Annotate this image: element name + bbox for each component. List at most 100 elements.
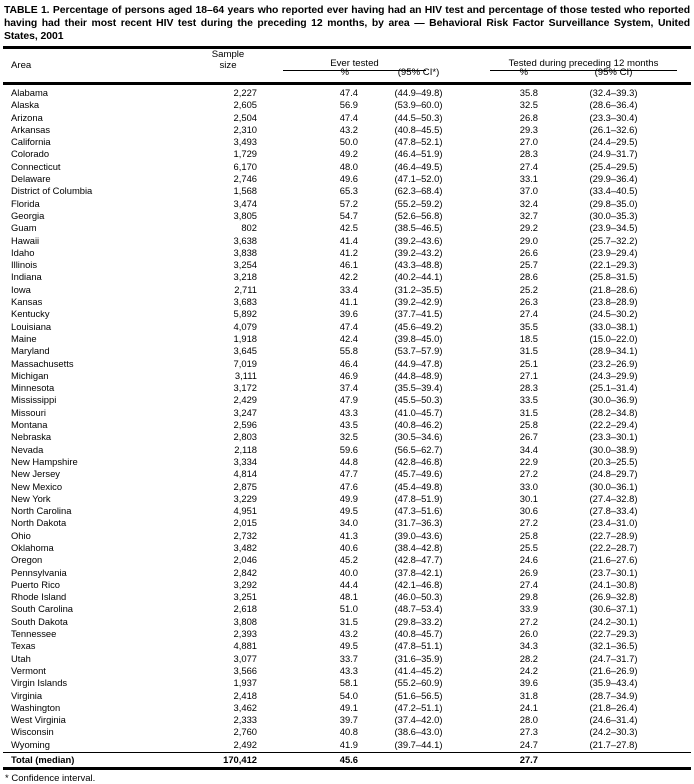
recent-ci-cell: (23.3–30.1): [589, 431, 638, 443]
table-row: Ohio 2,732 41.3 (39.0–43.6) 25.8 (22.7–28.9): [3, 530, 691, 542]
area-cell: Kentucky: [11, 308, 50, 320]
area-cell: Virginia: [11, 689, 43, 701]
recent-pct-cell: 26.0: [519, 628, 538, 640]
area-cell: North Carolina: [11, 505, 72, 517]
bottom-rule: [3, 767, 691, 771]
ever-pct-cell: 32.5: [339, 431, 358, 443]
area-cell: Ohio: [11, 529, 31, 541]
ever-ci-cell: (29.8–33.2): [394, 615, 443, 627]
ever-ci-cell: (44.8–48.9): [394, 369, 443, 381]
recent-pct-cell: 30.1: [519, 492, 538, 504]
table-row: West Virginia 2,333 39.7 (37.4–42.0) 28.0 (24…: [3, 714, 691, 726]
ever-ci-cell: (46.4–51.9): [394, 148, 443, 160]
sample-cell: 2,310: [233, 123, 257, 135]
title-rule: [3, 46, 691, 49]
ever-pct-cell: 41.2: [339, 246, 358, 258]
recent-pct-cell: 26.8: [519, 111, 538, 123]
recent-ci-cell: (21.6–27.6): [589, 554, 638, 566]
table-row: Maine 1,918 42.4 (39.8–45.0) 18.5 (15.0–22.0): [3, 333, 691, 345]
total-row: Total (median) 170,412 45.6 27.7: [3, 753, 691, 766]
recent-ci-cell: (21.7–27.8): [589, 738, 638, 750]
area-cell: Kansas: [11, 296, 43, 308]
recent-pct-cell: 37.0: [519, 185, 538, 197]
ever-ci-cell: (46.4–49.5): [394, 160, 443, 172]
ever-pct-cell: 45.2: [339, 554, 358, 566]
recent-pct-cell: 25.7: [519, 259, 538, 271]
recent-ci-cell: (21.8–28.6): [589, 283, 638, 295]
sample-cell: 2,492: [233, 738, 257, 750]
area-cell: Wisconsin: [11, 726, 54, 738]
sample-cell: 2,118: [234, 443, 257, 455]
area-cell: Florida: [11, 197, 40, 209]
ever-ci-cell: (31.2–35.5): [394, 283, 443, 295]
recent-ci-cell: (23.2–26.9): [589, 357, 638, 369]
recent-ci-cell: (29.9–36.4): [589, 173, 638, 185]
area-cell: Mississippi: [11, 394, 57, 406]
table-row: Mississippi 2,429 47.9 (45.5–50.3) 33.5 (30.0…: [3, 394, 691, 406]
ever-pct-cell: 37.4: [339, 382, 358, 394]
recent-pct-cell: 27.3: [519, 726, 538, 738]
recent-ci-cell: (20.3–25.5): [589, 455, 638, 467]
recent-pct-cell: 28.6: [519, 271, 538, 283]
recent-ci-cell: (30.0–36.9): [589, 394, 638, 406]
ever-ci-cell: (42.8–47.7): [394, 554, 443, 566]
ever-ci-cell: (47.8–51.1): [394, 640, 443, 652]
recent-pct-cell: 26.7: [519, 431, 538, 443]
area-cell: Nevada: [11, 443, 44, 455]
sample-cell: 1,568: [233, 185, 257, 197]
recent-pct-cell: 27.4: [519, 160, 538, 172]
area-cell: Puerto Rico: [11, 578, 60, 590]
recent-ci-cell: (25.7–32.2): [589, 234, 638, 246]
ever-pct-cell: 47.9: [339, 394, 358, 406]
recent-pct-cell: 35.8: [519, 87, 538, 98]
sample-cell: 2,504: [233, 111, 257, 123]
ever-ci-cell: (46.0–50.3): [394, 591, 443, 603]
column-header-recent-pct: %: [519, 67, 528, 78]
recent-ci-cell: (28.7–34.9): [589, 689, 638, 701]
table-row: Utah 3,077 33.7 (31.6–35.9) 28.2 (24.7–31.7): [3, 653, 691, 665]
recent-pct-cell: 24.7: [519, 738, 538, 750]
ever-ci-cell: (47.2–51.1): [394, 701, 443, 713]
ever-pct-cell: 42.5: [339, 222, 358, 234]
recent-pct-cell: 33.5: [519, 394, 538, 406]
header-rule: [3, 82, 691, 85]
recent-ci-cell: (24.3–29.9): [589, 369, 638, 381]
ever-pct-cell: 40.8: [339, 726, 358, 738]
ever-ci-cell: (38.5–46.5): [394, 222, 443, 234]
ever-ci-cell: (38.4–42.8): [394, 541, 443, 553]
table-row: Connecticut 6,170 48.0 (46.4–49.5) 27.4 (25.4…: [3, 161, 691, 173]
table-row: Louisiana 4,079 47.4 (45.6–49.2) 35.5 (33.0–3…: [3, 321, 691, 333]
recent-ci-cell: (21.8–26.4): [589, 701, 638, 713]
recent-pct-cell: 28.2: [519, 652, 538, 664]
ever-ci-cell: (37.4–42.0): [394, 714, 443, 726]
ever-pct-cell: 43.5: [339, 419, 358, 431]
sample-cell: 3,229: [233, 492, 257, 504]
area-cell: New Mexico: [11, 480, 63, 492]
recent-pct-cell: 29.8: [519, 591, 538, 603]
table-row: Wyoming 2,492 41.9 (39.7–44.1) 24.7 (21.7–27.…: [3, 739, 691, 751]
recent-ci-cell: (33.0–38.1): [589, 320, 638, 332]
area-cell: South Dakota: [11, 615, 68, 627]
ever-pct-cell: 42.4: [339, 332, 358, 344]
sample-cell: 3,292: [233, 578, 257, 590]
sample-cell: 3,172: [233, 382, 257, 394]
column-header-ever-ci: (95% CI*): [397, 67, 440, 78]
table-row: Maryland 3,645 55.8 (53.7–57.9) 31.5 (28.9–34…: [3, 345, 691, 357]
ever-ci-cell: (39.2–43.2): [394, 246, 443, 258]
ever-pct-cell: 44.4: [339, 578, 358, 590]
ever-ci-cell: (47.1–52.0): [394, 173, 443, 185]
sample-cell: 2,732: [233, 529, 257, 541]
area-cell: South Carolina: [11, 603, 74, 615]
column-header-area: Area: [11, 60, 32, 71]
recent-ci-cell: (25.4–29.5): [589, 160, 638, 172]
area-cell: West Virginia: [11, 714, 66, 726]
ever-ci-cell: (44.9–47.8): [394, 357, 443, 369]
recent-pct-cell: 24.6: [519, 554, 538, 566]
table-row: Colorado 1,729 49.2 (46.4–51.9) 28.3 (24.9–31…: [3, 148, 691, 160]
recent-pct-cell: 26.6: [519, 246, 538, 258]
recent-ci-cell: (27.8–33.4): [589, 505, 638, 517]
area-cell: Montana: [11, 419, 48, 431]
table-row: South Carolina 2,618 51.0 (48.7–53.4) 33.9 (3…: [3, 603, 691, 615]
ever-ci-cell: (62.3–68.4): [394, 185, 443, 197]
recent-pct-cell: 28.3: [519, 148, 538, 160]
